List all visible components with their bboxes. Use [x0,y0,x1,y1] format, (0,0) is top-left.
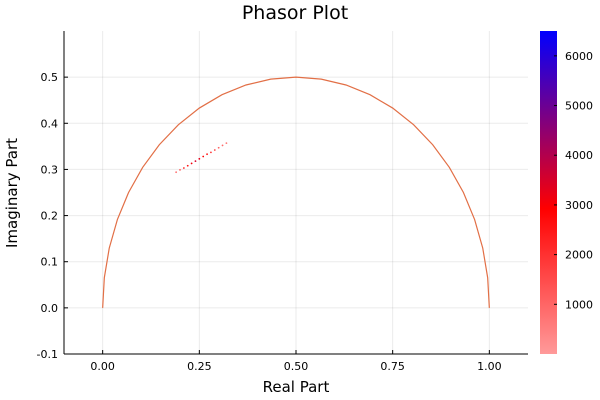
colorbar-tick-label: 3000 [565,199,593,212]
universal-semicircle [102,76,490,308]
x-tick-label: 0.25 [187,360,212,373]
x-tick-label: 0.75 [380,360,405,373]
colorbar-ticks: 1000 2000 3000 4000 5000 6000 [554,50,593,311]
y-tick-label: 0.4 [41,117,59,130]
axis-ticks: 0.00 0.25 0.50 0.75 1.00 -0.1 0.0 0.1 0.2 0.3 0.4 0… [37,71,502,373]
phasor-point [186,164,189,167]
plot-area [102,76,490,308]
y-tick-label: 0.5 [41,71,59,84]
y-tick-label: 0.0 [41,302,59,315]
phasor-point [225,142,228,145]
phasor-point [217,146,220,149]
grid-lines [64,31,528,355]
y-tick-label: 0.2 [41,210,59,223]
colorbar [540,31,557,354]
colorbar-tick-label: 5000 [565,100,593,113]
phasor-point [175,171,178,174]
phasor-point [210,151,212,154]
colorbar-tick-label: 6000 [565,50,593,63]
phasor-point [179,168,181,171]
colorbar-tick-label: 4000 [565,149,593,162]
phasor-point [202,155,205,158]
colorbar-tick-label: 2000 [565,249,593,262]
x-axis-label: Real Part [263,378,330,396]
x-tick-label: 0.00 [90,360,115,373]
phasor-point [182,167,185,169]
phasor-point [198,157,201,160]
phasor-point [206,153,208,156]
y-tick-label: 0.1 [41,256,59,269]
phasor-point [213,149,216,151]
phasor-point [221,144,224,147]
y-tick-label: -0.1 [37,348,58,361]
colorbar-tick-label: 1000 [565,298,593,311]
y-tick-label: 0.3 [41,163,59,176]
phasor-point [194,160,197,163]
x-tick-label: 1.00 [477,360,502,373]
phasor-point [190,162,193,165]
x-tick-label: 0.50 [284,360,309,373]
chart-title: Phasor Plot [242,2,348,24]
y-axis-label: Imaginary Part [3,138,21,248]
